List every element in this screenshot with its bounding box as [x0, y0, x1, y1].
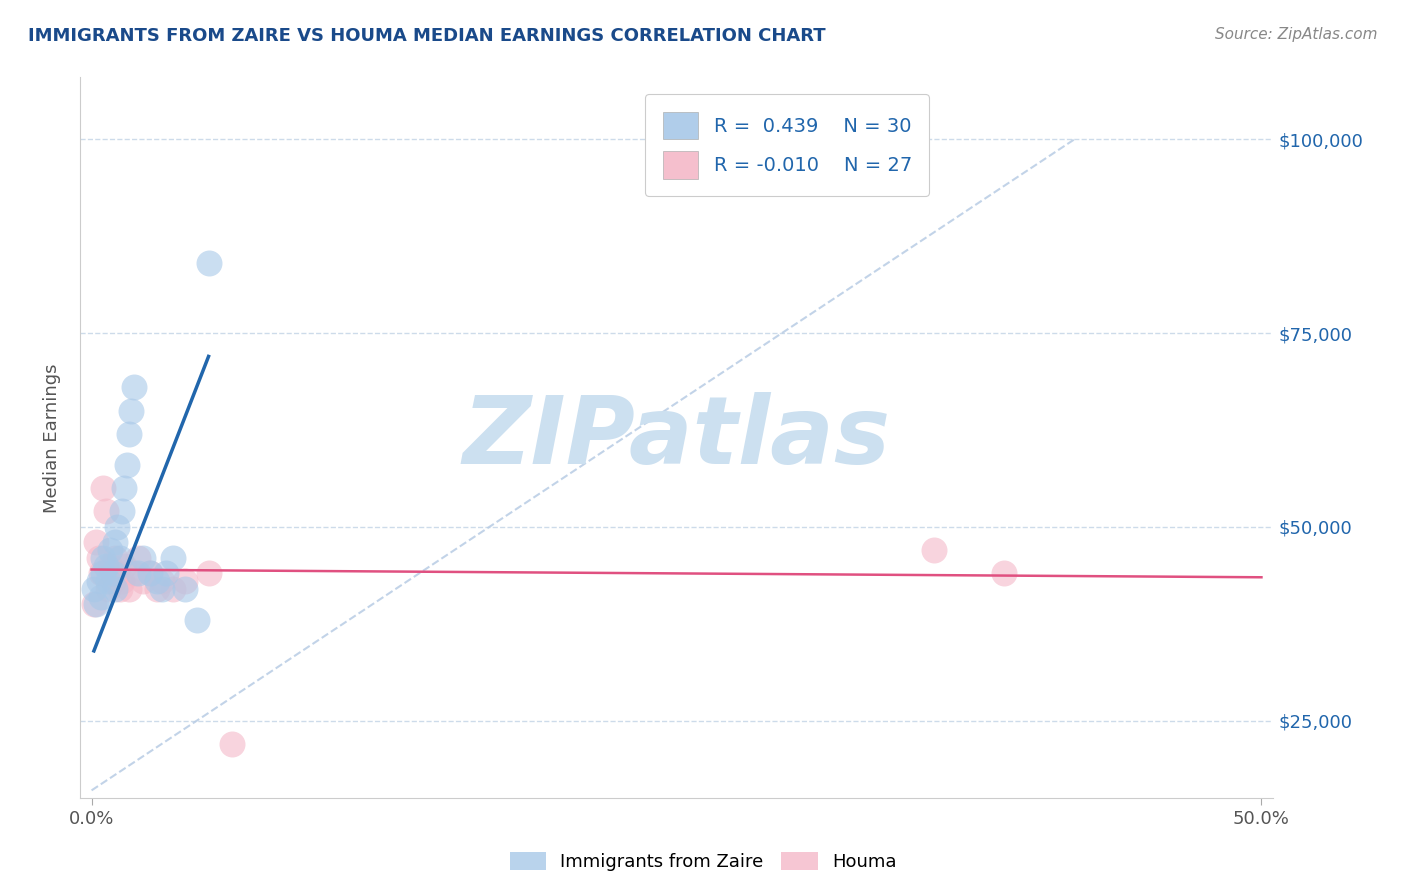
Point [155, 566, 177, 581]
Point [97, 582, 120, 596]
Point [87, 574, 110, 589]
Point [101, 566, 124, 581]
Point [922, 543, 945, 558]
Point [186, 613, 208, 627]
Point [132, 550, 155, 565]
Point [221, 737, 243, 751]
Point [87, 550, 110, 565]
Point [101, 574, 124, 589]
Point [139, 566, 162, 581]
Point [118, 582, 141, 596]
Text: IMMIGRANTS FROM ZAIRE VS HOUMA MEDIAN EARNINGS CORRELATION CHART: IMMIGRANTS FROM ZAIRE VS HOUMA MEDIAN EA… [28, 27, 825, 45]
Point [84, 535, 107, 549]
Point [174, 582, 197, 596]
Point [98, 558, 121, 573]
Point [197, 256, 219, 270]
Point [122, 380, 145, 394]
Point [150, 574, 173, 589]
Point [91, 550, 114, 565]
Point [146, 582, 169, 596]
Text: ZIPatlas: ZIPatlas [463, 392, 890, 483]
Point [118, 426, 141, 441]
Point [120, 403, 142, 417]
Point [108, 550, 131, 565]
Point [90, 590, 112, 604]
Point [94, 558, 117, 573]
Point [993, 566, 1015, 581]
Point [127, 550, 149, 565]
Point [90, 566, 112, 581]
Point [91, 566, 114, 581]
Legend: Immigrants from Zaire, Houma: Immigrants from Zaire, Houma [502, 845, 904, 879]
Point [112, 558, 135, 573]
Point [108, 582, 131, 596]
Legend: R =  0.439    N = 30, R = -0.010    N = 27: R = 0.439 N = 30, R = -0.010 N = 27 [645, 95, 929, 196]
Point [174, 574, 197, 589]
Point [150, 582, 173, 596]
Point [105, 566, 128, 581]
Point [127, 566, 149, 581]
Point [132, 574, 155, 589]
Text: Source: ZipAtlas.com: Source: ZipAtlas.com [1215, 27, 1378, 42]
Point [104, 550, 127, 565]
Point [83, 582, 105, 596]
Point [98, 543, 121, 558]
Point [104, 535, 127, 549]
Point [91, 481, 114, 495]
Point [104, 582, 127, 596]
Point [111, 574, 134, 589]
Point [146, 574, 169, 589]
Point [115, 458, 138, 472]
Point [105, 520, 128, 534]
Point [83, 598, 105, 612]
Point [112, 481, 135, 495]
Point [111, 504, 134, 518]
Point [94, 504, 117, 518]
Point [84, 598, 107, 612]
Point [197, 566, 219, 581]
Point [139, 566, 162, 581]
Y-axis label: Median Earnings: Median Earnings [44, 363, 60, 513]
Point [162, 582, 184, 596]
Point [162, 550, 184, 565]
Point [97, 574, 120, 589]
Point [122, 566, 145, 581]
